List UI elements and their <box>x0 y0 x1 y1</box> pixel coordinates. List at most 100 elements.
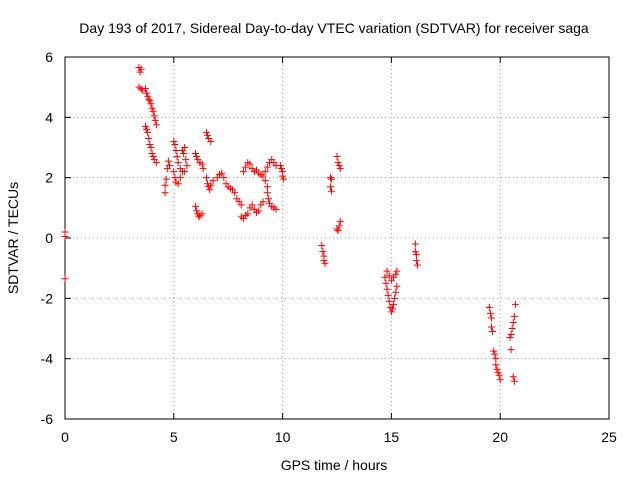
data-point <box>255 207 263 215</box>
data-point <box>391 294 399 302</box>
data-point <box>492 355 500 363</box>
data-point <box>145 134 153 142</box>
y-tick-label: 4 <box>45 109 53 125</box>
data-point <box>137 65 145 73</box>
data-point <box>493 365 501 373</box>
data-point <box>198 210 206 218</box>
y-tick-label: 6 <box>45 49 53 65</box>
data-point <box>143 125 151 133</box>
data-point <box>392 288 400 296</box>
data-point <box>174 180 182 188</box>
data-point <box>387 308 395 316</box>
y-tick-label: -4 <box>41 351 54 367</box>
data-point <box>162 175 170 183</box>
data-point <box>385 297 393 305</box>
grid-lines <box>65 57 609 419</box>
data-point <box>280 175 288 183</box>
data-point <box>199 165 207 173</box>
data-point <box>193 153 201 161</box>
data-point <box>333 153 341 161</box>
data-point <box>164 157 172 165</box>
data-point <box>486 309 494 317</box>
data-point <box>147 144 155 151</box>
data-point <box>393 282 401 290</box>
data-point <box>336 165 344 173</box>
data-point <box>144 92 152 100</box>
data-point <box>510 312 518 320</box>
data-point <box>278 165 286 173</box>
data-point <box>412 251 420 259</box>
data-point <box>494 368 502 376</box>
data-point <box>142 85 150 93</box>
data-point <box>388 305 396 313</box>
data-point <box>490 347 498 355</box>
data-point <box>248 201 256 209</box>
data-point <box>326 183 334 191</box>
data-point <box>509 318 517 326</box>
data-point <box>328 187 336 195</box>
y-tick-label: -2 <box>41 290 54 306</box>
data-point <box>173 153 181 161</box>
data-point <box>237 201 245 209</box>
data-point <box>335 222 343 230</box>
data-point <box>507 346 515 354</box>
x-tick-label: 10 <box>275 429 291 445</box>
data-point <box>61 232 69 240</box>
x-tick-label: 5 <box>170 429 178 445</box>
data-point <box>181 168 189 176</box>
data-point <box>496 376 504 384</box>
data-point <box>193 207 201 215</box>
data-point <box>384 291 392 299</box>
data-point <box>259 172 267 180</box>
data-point <box>336 217 344 225</box>
data-point <box>161 189 169 197</box>
data-point <box>411 248 419 256</box>
y-tick-label: 2 <box>45 170 53 186</box>
data-point <box>174 159 182 167</box>
data-point <box>279 172 287 180</box>
data-point <box>334 159 342 167</box>
x-tick-label: 15 <box>384 429 400 445</box>
data-point <box>206 186 214 194</box>
data-point <box>263 189 271 197</box>
data-point <box>149 153 157 161</box>
data-point <box>383 285 391 293</box>
data-point <box>259 198 267 206</box>
data-point <box>390 300 398 308</box>
data-point <box>485 303 493 311</box>
data-point <box>411 240 419 248</box>
data-point <box>412 257 420 265</box>
data-point <box>181 144 189 151</box>
data-point <box>319 248 327 256</box>
data-point <box>146 97 154 105</box>
data-point <box>143 89 151 97</box>
chart-title: Day 193 of 2017, Sidereal Day-to-day VTE… <box>79 20 589 36</box>
data-point <box>507 331 515 339</box>
data-point <box>202 128 210 136</box>
x-tick-label: 0 <box>61 429 69 445</box>
axis-ticks: 0 5 10 15 20 25 -6 -4 -2 0 2 4 6 <box>41 49 617 445</box>
data-point <box>264 195 272 203</box>
data-point <box>148 150 156 158</box>
data-points <box>61 64 519 385</box>
data-point <box>204 131 212 139</box>
data-point <box>261 177 269 185</box>
x-axis-title: GPS time / hours <box>281 457 388 473</box>
data-point <box>381 273 389 281</box>
data-point <box>414 261 422 269</box>
data-point <box>165 162 173 170</box>
data-point <box>491 350 499 358</box>
data-point <box>171 140 179 148</box>
data-point <box>207 181 215 189</box>
data-point <box>145 95 153 103</box>
data-point <box>318 242 326 250</box>
data-point <box>182 156 190 164</box>
data-point <box>180 150 188 158</box>
data-point <box>244 210 252 218</box>
x-tick-label: 20 <box>492 429 508 445</box>
data-point <box>149 107 157 115</box>
data-point <box>320 257 328 265</box>
data-point <box>239 168 247 176</box>
data-point <box>510 377 518 385</box>
